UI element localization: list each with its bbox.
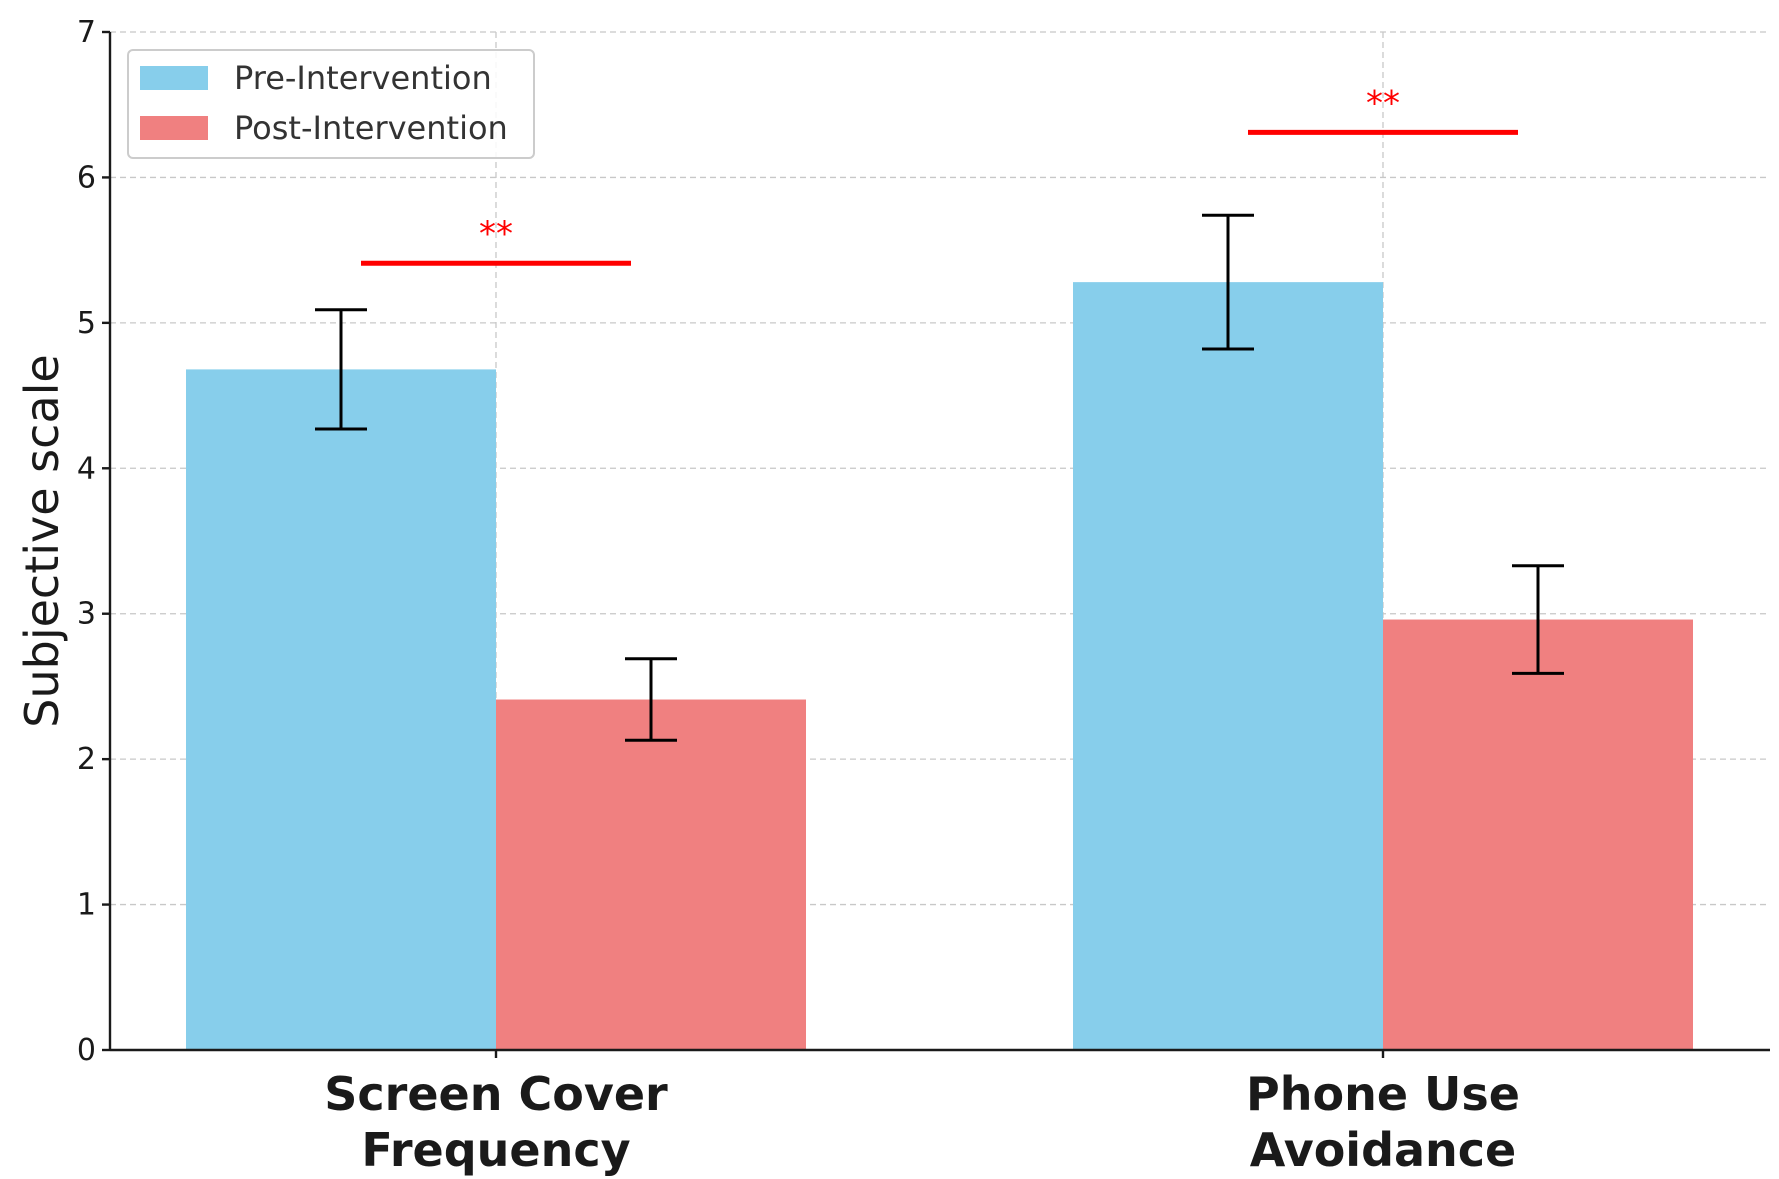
x-category-label-line: Avoidance: [1250, 1123, 1517, 1177]
y-tick-label: 1: [77, 888, 96, 923]
legend-swatch: [140, 66, 208, 90]
y-tick-label: 6: [77, 160, 96, 195]
y-tick-label: 0: [77, 1033, 96, 1068]
y-tick-label: 3: [77, 597, 96, 632]
bar-post-intervention: [1383, 619, 1693, 1050]
x-category-label-line: Frequency: [361, 1123, 630, 1177]
y-tick-label: 4: [77, 451, 96, 486]
bar-post-intervention: [496, 699, 806, 1050]
legend-box: [127, 49, 535, 159]
y-tick-label: 2: [77, 742, 96, 777]
bar-pre-intervention: [186, 369, 496, 1050]
legend-label: Post-Intervention: [234, 109, 508, 147]
significance-label: **: [1366, 83, 1400, 123]
y-tick-label: 7: [77, 15, 96, 50]
bars: [186, 282, 1693, 1050]
axes: 0 1 2 3 4 5 6 7 Screen Cover Frequency Phone Use Av…: [15, 15, 1770, 1177]
legend-label: Pre-Intervention: [234, 59, 492, 97]
significance-markers: ** **: [361, 83, 1518, 266]
y-axis-title: Subjective scale: [15, 354, 69, 727]
x-category-label: Screen Cover Frequency: [324, 1067, 668, 1177]
x-category-label-line: Screen Cover: [324, 1067, 668, 1121]
significance-label: **: [479, 214, 513, 254]
x-category-label-line: Phone Use: [1246, 1067, 1520, 1121]
y-tick-label: 5: [77, 306, 96, 341]
error-bars: [315, 213, 1564, 742]
x-category-label: Phone Use Avoidance: [1246, 1067, 1520, 1177]
legend-swatch: [140, 116, 208, 140]
legend: Pre-Intervention Post-Intervention: [127, 49, 535, 159]
bar-pre-intervention: [1073, 282, 1383, 1050]
